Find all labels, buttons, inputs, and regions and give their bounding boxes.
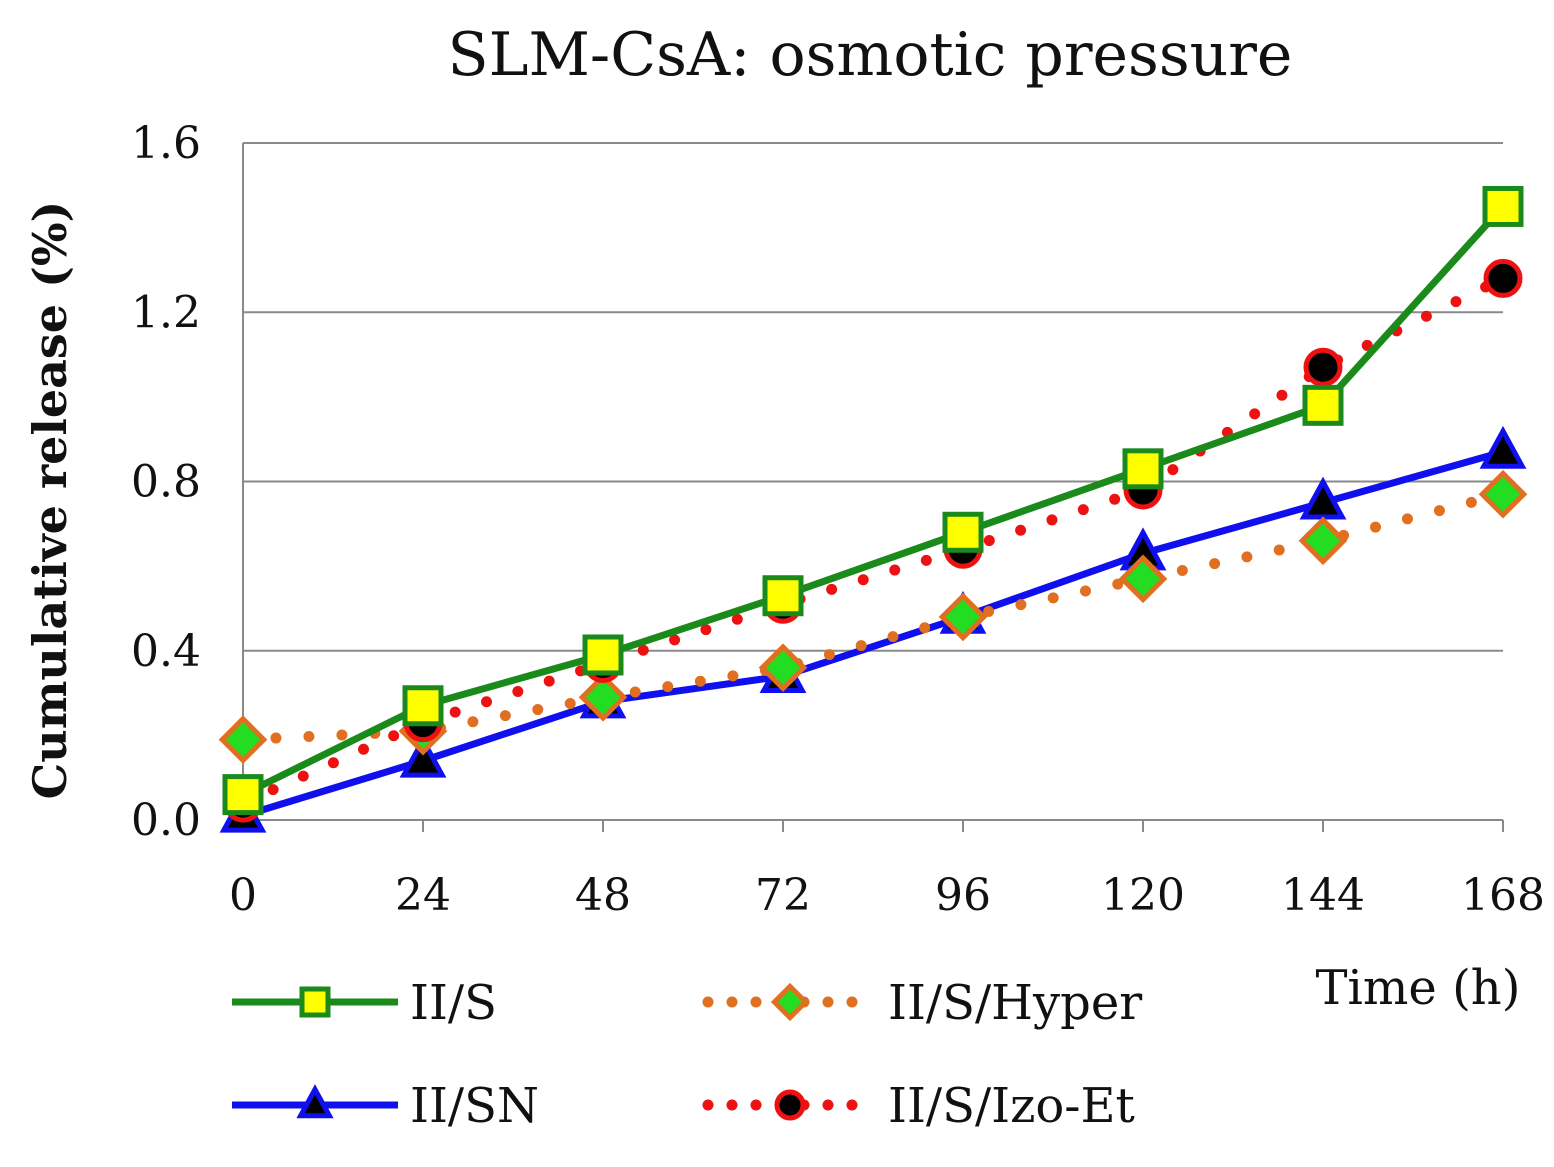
- tick-labels: 0.0 0.4 0.8 1.2 1.6 0 24 48 72 96 120 144 168: [131, 118, 1545, 921]
- series-line: [237, 272, 1509, 809]
- data-point: [218, 715, 268, 764]
- y-tick-label: 0.8: [131, 457, 201, 508]
- x-tick-label: 144: [1281, 870, 1365, 921]
- data-point: [942, 511, 984, 553]
- data-point: [222, 774, 264, 816]
- x-tick-label: 24: [395, 870, 451, 921]
- x-tick-label: 120: [1101, 870, 1185, 921]
- data-point: [399, 734, 447, 778]
- data-point: [1118, 554, 1168, 604]
- data-point: [762, 575, 804, 617]
- legend-swatch-marker: [774, 1089, 806, 1121]
- legend-label: II/S: [410, 975, 497, 1031]
- legend-label: II/S/Hyper: [888, 975, 1142, 1031]
- legend-label: II/SN: [410, 1078, 539, 1134]
- legend: II/S II/S/Hyper II/SN II/S/Izo-Et: [232, 975, 1142, 1134]
- x-tick-label: 48: [575, 870, 631, 921]
- y-tick-label: 0.0: [131, 795, 201, 846]
- chart-title: SLM-CsA: osmotic pressure: [448, 20, 1293, 90]
- series-line: [241, 204, 1506, 798]
- data-point: [1298, 516, 1348, 566]
- legend-swatch-marker: [770, 982, 810, 1022]
- series-layer: [218, 185, 1528, 833]
- x-tick-label: 96: [935, 870, 991, 921]
- y-tick-label: 1.6: [131, 118, 201, 169]
- series-line: [241, 448, 1504, 820]
- grid-lines: [243, 142, 1503, 652]
- legend-item-ii-sn: II/SN: [232, 1078, 539, 1134]
- data-point: [1483, 258, 1523, 298]
- data-point: [1303, 347, 1343, 387]
- legend-item-ii-s-hyper: II/S/Hyper: [702, 975, 1142, 1031]
- data-point: [1122, 448, 1164, 490]
- legend-swatch-marker: [299, 986, 331, 1018]
- data-point: [1479, 425, 1527, 469]
- data-point: [758, 643, 808, 693]
- x-axis-label: Time (h): [1316, 960, 1521, 1016]
- legend-swatch-marker: [296, 1084, 334, 1119]
- legend-item-ii-s: II/S: [232, 975, 497, 1031]
- series-ii-s: [222, 185, 1524, 816]
- data-point: [582, 634, 624, 676]
- x-tick-label: 168: [1461, 870, 1545, 921]
- data-point: [578, 672, 628, 722]
- y-tick-label: 0.4: [131, 626, 201, 677]
- data-point: [938, 592, 988, 642]
- legend-label: II/S/Izo-Et: [888, 1078, 1135, 1134]
- data-point: [1302, 384, 1344, 426]
- data-point: [1482, 185, 1524, 227]
- series-ii-sn: [219, 425, 1527, 833]
- legend-item-ii-s-izo-et: II/S/Izo-Et: [702, 1078, 1135, 1134]
- data-point: [402, 685, 444, 727]
- y-tick-label: 1.2: [131, 287, 201, 338]
- data-point: [1478, 469, 1528, 519]
- x-tick-label: 72: [755, 870, 811, 921]
- x-tick-label: 0: [229, 870, 257, 921]
- axes: [242, 143, 1504, 832]
- series-ii-s-hyper: [218, 469, 1528, 764]
- y-axis-label: Cumulative release (%): [23, 201, 77, 800]
